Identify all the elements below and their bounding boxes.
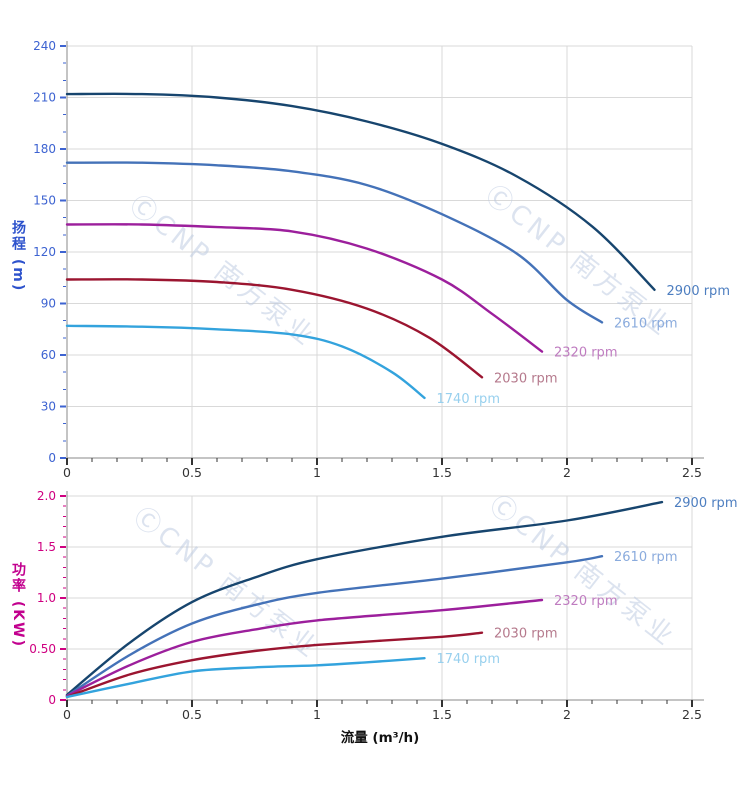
head-curve-label-2610rpm: 2610 rpm [614, 316, 677, 331]
power-curve-2320rpm [65, 598, 544, 698]
head-curve-2320rpm [65, 223, 544, 353]
head-curve-2900rpm [65, 92, 656, 291]
head-y-tick-label: 120 [33, 245, 56, 259]
head-x-tick-label: 1 [313, 465, 321, 480]
power-curve-2030rpm [65, 631, 484, 699]
power-y-tick-label: 1.0 [37, 591, 56, 605]
power-y-ticks [60, 495, 66, 701]
head-x-tick-label: 0.5 [182, 465, 202, 480]
power-curve-1740rpm [65, 657, 426, 699]
head-y-ticks [60, 45, 66, 459]
power-x-tick-label: 1 [313, 707, 321, 722]
power-curve-label-1740rpm: 1740 rpm [437, 652, 500, 667]
head-curve-label-2030rpm: 2030 rpm [494, 371, 557, 386]
head-y-tick-label: 180 [33, 142, 56, 156]
power-curve-label-2030rpm: 2030 rpm [494, 627, 557, 642]
power-y-tick-label: 0.50 [29, 642, 56, 656]
head-y-tick-label: 210 [33, 91, 56, 105]
power-x-ticks [66, 700, 693, 707]
head-y-tick-label: 240 [33, 39, 56, 53]
head-x-tick-label: 1.5 [432, 465, 452, 480]
head-x-tick-label: 2 [563, 465, 571, 480]
head-chart: ⒸCNP 南方泵业 ⒸCNP 南方泵业0306090120150180210240… [33, 39, 730, 480]
power-x-tick-label: 2.5 [682, 707, 702, 722]
head-y-tick-label: 0 [48, 451, 56, 465]
head-gridlines [67, 45, 693, 458]
power-x-tick-label: 0.5 [182, 707, 202, 722]
head-axes [66, 41, 704, 459]
head-y-tick-label: 60 [41, 348, 56, 362]
power-axis-title: 功率 (KW) [10, 562, 26, 648]
power-y-tick-label: 0 [48, 693, 56, 707]
head-curve-label-2320rpm: 2320 rpm [554, 346, 617, 361]
head-curve-1740rpm [65, 324, 426, 400]
power-curve-label-2320rpm: 2320 rpm [554, 594, 617, 609]
head-x-ticks [66, 458, 693, 465]
power-x-tick-label: 1.5 [432, 707, 452, 722]
head-x-tick-label: 2.5 [682, 465, 702, 480]
power-y-tick-label: 2.0 [37, 489, 56, 503]
head-y-tick-label: 150 [33, 194, 56, 208]
head-curve-2610rpm [65, 161, 604, 324]
flow-axis-title: 流量 (m³/h) [340, 730, 420, 746]
power-y-tick-label: 1.5 [37, 540, 56, 554]
power-curve-2610rpm [65, 555, 604, 698]
power-curve-2900rpm [65, 500, 664, 697]
power-x-tick-label: 2 [563, 707, 571, 722]
head-curve-label-1740rpm: 1740 rpm [437, 392, 500, 407]
head-curve-label-2900rpm: 2900 rpm [667, 284, 730, 299]
power-x-tick-label: 0 [63, 707, 71, 722]
head-curve-2030rpm [65, 278, 484, 379]
cnp-watermark: ⒸCNP 南方泵业 [128, 502, 326, 666]
head-x-tick-label: 0 [63, 465, 71, 480]
head-y-tick-label: 30 [41, 400, 56, 414]
head-y-tick-label: 90 [41, 297, 56, 311]
head-axis-title: 扬程 (m) [10, 220, 26, 293]
power-axes [66, 491, 704, 701]
power-curve-label-2610rpm: 2610 rpm [614, 550, 677, 565]
power-curve-label-2900rpm: 2900 rpm [674, 496, 737, 511]
